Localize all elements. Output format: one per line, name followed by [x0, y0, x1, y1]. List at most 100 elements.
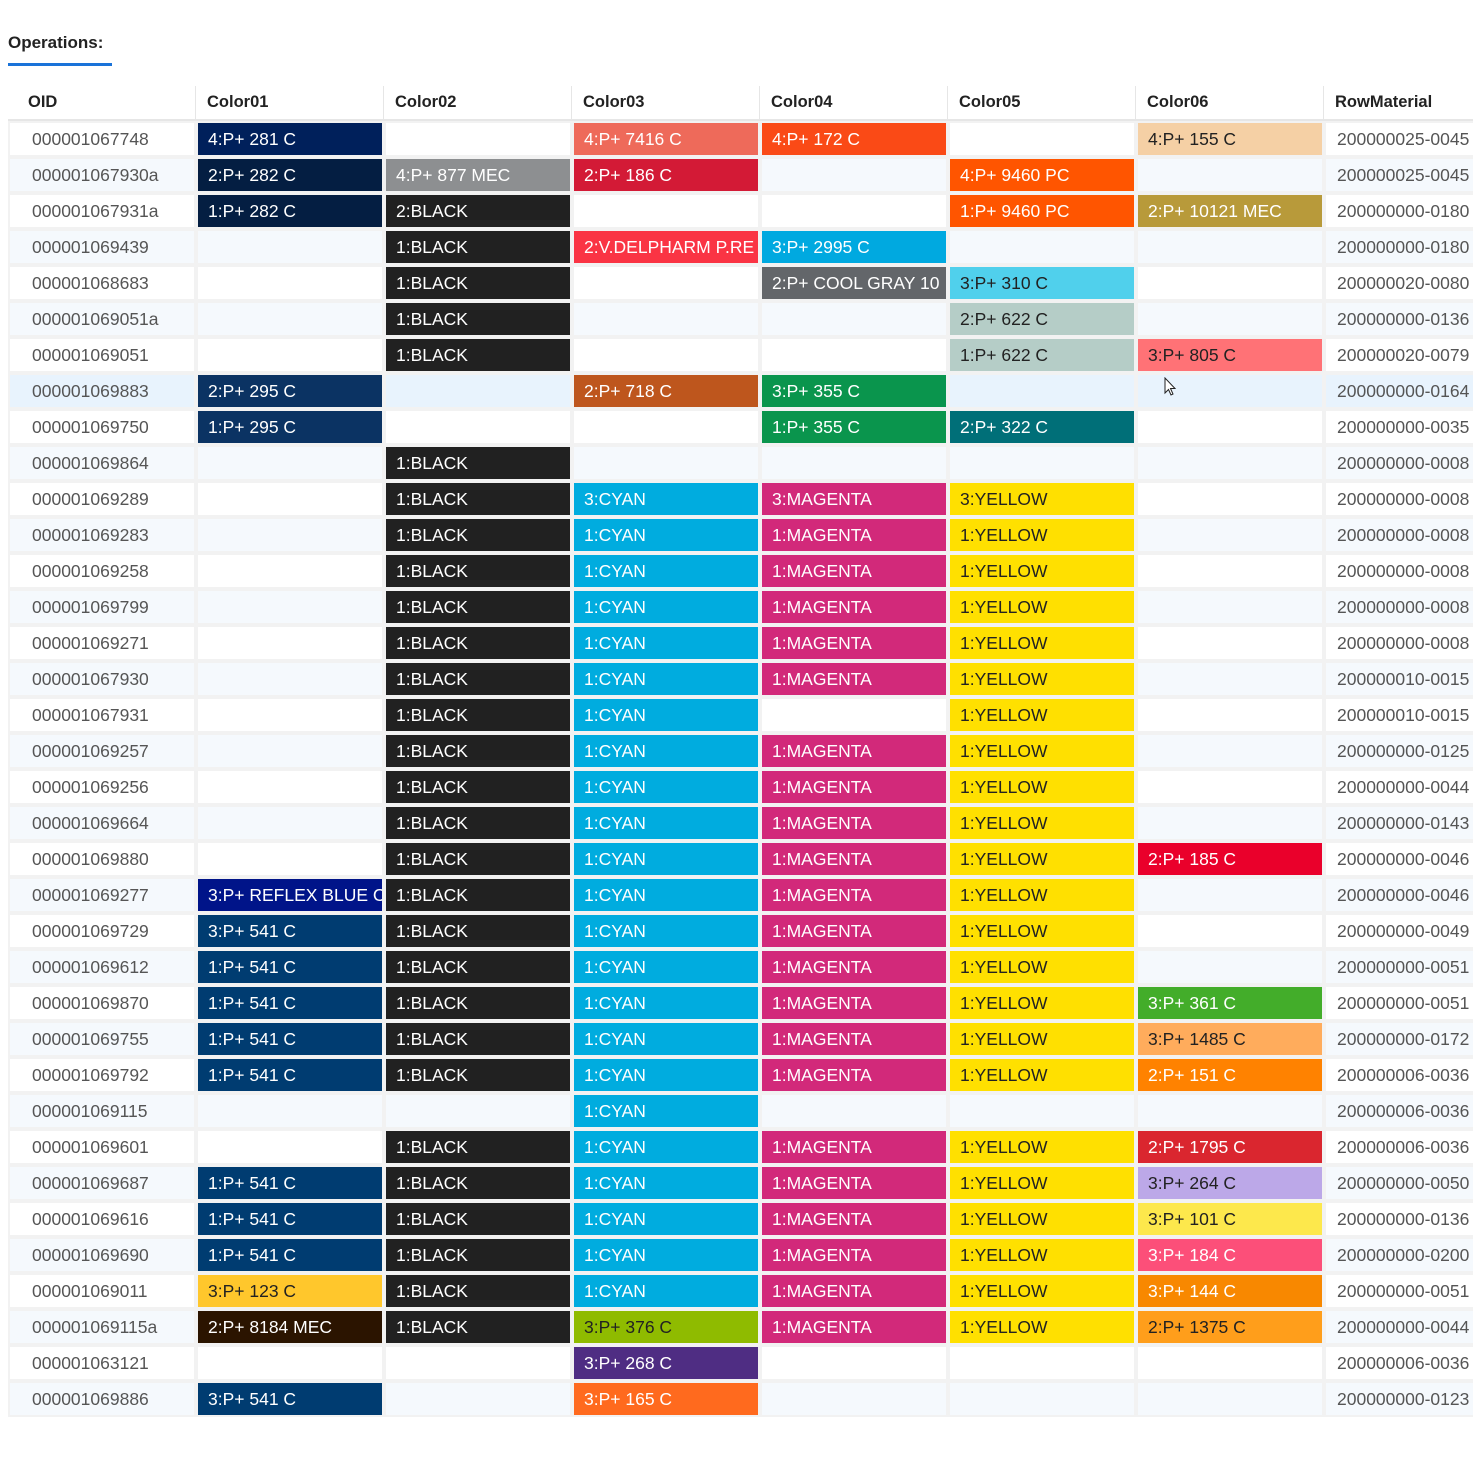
color-cell-06[interactable] [1138, 807, 1322, 839]
color-cell-04[interactable]: 1:MAGENTA [762, 1239, 946, 1271]
color-cell-02[interactable]: 1:BLACK [386, 1059, 570, 1091]
color-cell-04[interactable] [762, 339, 946, 371]
color-cell-03[interactable]: 1:CYAN [574, 843, 758, 875]
color-cell-04[interactable] [762, 1095, 946, 1127]
column-header-color03[interactable]: Color03 [572, 86, 760, 119]
color-cell-04[interactable]: 3:P+ 355 C [762, 375, 946, 407]
color-cell-06[interactable]: 2:P+ 151 C [1138, 1059, 1322, 1091]
color-cell-05[interactable]: 1:YELLOW [950, 807, 1134, 839]
color-cell-06[interactable]: 2:P+ 185 C [1138, 843, 1322, 875]
color-cell-03[interactable]: 1:CYAN [574, 627, 758, 659]
table-row[interactable]: 000001069799 1:BLACK 1:CYAN 1:MAGENTA 1:YELL… [8, 589, 1473, 625]
color-cell-04[interactable]: 1:P+ 355 C [762, 411, 946, 443]
row-material-cell[interactable]: 200000000-0164 [1326, 375, 1473, 407]
color-cell-06[interactable] [1138, 1095, 1322, 1127]
color-cell-02[interactable] [386, 1095, 570, 1127]
table-row[interactable]: 000001069755 1:P+ 541 C 1:BLACK 1:CYAN 1:MAG… [8, 1021, 1473, 1057]
color-cell-06[interactable]: 3:P+ 144 C [1138, 1275, 1322, 1307]
color-cell-01[interactable]: 2:P+ 282 C [198, 159, 382, 191]
color-cell-02[interactable]: 1:BLACK [386, 231, 570, 263]
row-material-cell[interactable]: 200000000-0143 [1326, 807, 1473, 839]
table-row[interactable]: 000001069439 1:BLACK 2:V.DELPHARM P.RE 3:P+… [8, 229, 1473, 265]
color-cell-05[interactable] [950, 1095, 1134, 1127]
table-row[interactable]: 000001068683 1:BLACK 2:P+ COOL GRAY 10 3:P+… [8, 265, 1473, 301]
color-cell-02[interactable]: 1:BLACK [386, 483, 570, 515]
color-cell-06[interactable] [1138, 591, 1322, 623]
color-cell-02[interactable]: 1:BLACK [386, 843, 570, 875]
table-row[interactable]: 000001069880 1:BLACK 1:CYAN 1:MAGENTA 1:YELL… [8, 841, 1473, 877]
color-cell-06[interactable] [1138, 303, 1322, 335]
color-cell-04[interactable]: 1:MAGENTA [762, 591, 946, 623]
table-row[interactable]: 000001069283 1:BLACK 1:CYAN 1:MAGENTA 1:YELL… [8, 517, 1473, 553]
color-cell-05[interactable]: 3:P+ 310 C [950, 267, 1134, 299]
oid-cell[interactable]: 000001069115a [10, 1311, 194, 1343]
row-material-cell[interactable]: 200000025-0045 [1326, 123, 1473, 155]
oid-cell[interactable]: 000001069864 [10, 447, 194, 479]
row-material-cell[interactable]: 200000006-0036 [1326, 1347, 1473, 1379]
color-cell-01[interactable] [198, 339, 382, 371]
oid-cell[interactable]: 000001069750 [10, 411, 194, 443]
color-cell-02[interactable] [386, 1347, 570, 1379]
color-cell-02[interactable]: 1:BLACK [386, 699, 570, 731]
table-row[interactable]: 000001069870 1:P+ 541 C 1:BLACK 1:CYAN 1:MAG… [8, 985, 1473, 1021]
color-cell-03[interactable]: 3:P+ 268 C [574, 1347, 758, 1379]
oid-cell[interactable]: 000001067931a [10, 195, 194, 227]
color-cell-06[interactable] [1138, 447, 1322, 479]
color-cell-04[interactable]: 1:MAGENTA [762, 519, 946, 551]
color-cell-03[interactable]: 1:CYAN [574, 591, 758, 623]
color-cell-06[interactable]: 4:P+ 155 C [1138, 123, 1322, 155]
color-cell-04[interactable] [762, 159, 946, 191]
color-cell-03[interactable]: 1:CYAN [574, 735, 758, 767]
color-cell-06[interactable] [1138, 159, 1322, 191]
color-cell-02[interactable]: 1:BLACK [386, 267, 570, 299]
color-cell-01[interactable]: 3:P+ 541 C [198, 1383, 382, 1415]
row-material-cell[interactable]: 200000000-0180 [1326, 195, 1473, 227]
color-cell-05[interactable]: 1:YELLOW [950, 1311, 1134, 1343]
color-cell-01[interactable] [198, 267, 382, 299]
oid-cell[interactable]: 000001069601 [10, 1131, 194, 1163]
oid-cell[interactable]: 000001069051 [10, 339, 194, 371]
color-cell-02[interactable] [386, 411, 570, 443]
color-cell-04[interactable]: 1:MAGENTA [762, 915, 946, 947]
color-cell-05[interactable] [950, 1383, 1134, 1415]
oid-cell[interactable]: 000001069277 [10, 879, 194, 911]
color-cell-02[interactable] [386, 375, 570, 407]
table-row[interactable]: 000001069601 1:BLACK 1:CYAN 1:MAGENTA 1:YELL… [8, 1129, 1473, 1165]
color-cell-03[interactable]: 1:CYAN [574, 699, 758, 731]
oid-cell[interactable]: 000001069283 [10, 519, 194, 551]
row-material-cell[interactable]: 200000000-0044 [1326, 1311, 1473, 1343]
color-cell-05[interactable]: 1:YELLOW [950, 1059, 1134, 1091]
row-material-cell[interactable]: 200000000-0035 [1326, 411, 1473, 443]
color-cell-03[interactable]: 1:CYAN [574, 807, 758, 839]
color-cell-05[interactable]: 1:YELLOW [950, 1203, 1134, 1235]
oid-cell[interactable]: 000001069616 [10, 1203, 194, 1235]
color-cell-02[interactable]: 1:BLACK [386, 771, 570, 803]
table-row[interactable]: 000001067930a 2:P+ 282 C 4:P+ 877 MEC 2:P+ … [8, 157, 1473, 193]
color-cell-02[interactable]: 1:BLACK [386, 663, 570, 695]
color-cell-05[interactable]: 1:YELLOW [950, 591, 1134, 623]
table-row[interactable]: 000001069115 1:CYAN 200000006-0036 [8, 1093, 1473, 1129]
color-cell-06[interactable] [1138, 771, 1322, 803]
table-row[interactable]: 000001069289 1:BLACK 3:CYAN 3:MAGENTA 3:YELL… [8, 481, 1473, 517]
color-cell-06[interactable] [1138, 519, 1322, 551]
color-cell-06[interactable] [1138, 1383, 1322, 1415]
color-cell-01[interactable]: 1:P+ 295 C [198, 411, 382, 443]
color-cell-01[interactable] [198, 663, 382, 695]
color-cell-03[interactable] [574, 195, 758, 227]
oid-cell[interactable]: 000001069258 [10, 555, 194, 587]
oid-cell[interactable]: 000001069439 [10, 231, 194, 263]
color-cell-03[interactable] [574, 411, 758, 443]
color-cell-03[interactable]: 1:CYAN [574, 951, 758, 983]
color-cell-05[interactable]: 1:YELLOW [950, 771, 1134, 803]
oid-cell[interactable]: 000001069256 [10, 771, 194, 803]
color-cell-02[interactable]: 1:BLACK [386, 519, 570, 551]
row-material-cell[interactable]: 200000000-0044 [1326, 771, 1473, 803]
color-cell-05[interactable]: 1:YELLOW [950, 627, 1134, 659]
color-cell-02[interactable]: 1:BLACK [386, 303, 570, 335]
color-cell-05[interactable]: 3:YELLOW [950, 483, 1134, 515]
table-row[interactable]: 000001069115a 2:P+ 8184 MEC 1:BLACK 3:P+ 37… [8, 1309, 1473, 1345]
color-cell-01[interactable]: 1:P+ 541 C [198, 951, 382, 983]
color-cell-04[interactable]: 1:MAGENTA [762, 1131, 946, 1163]
color-cell-06[interactable]: 2:P+ 10121 MEC [1138, 195, 1322, 227]
row-material-cell[interactable]: 200000000-0008 [1326, 555, 1473, 587]
